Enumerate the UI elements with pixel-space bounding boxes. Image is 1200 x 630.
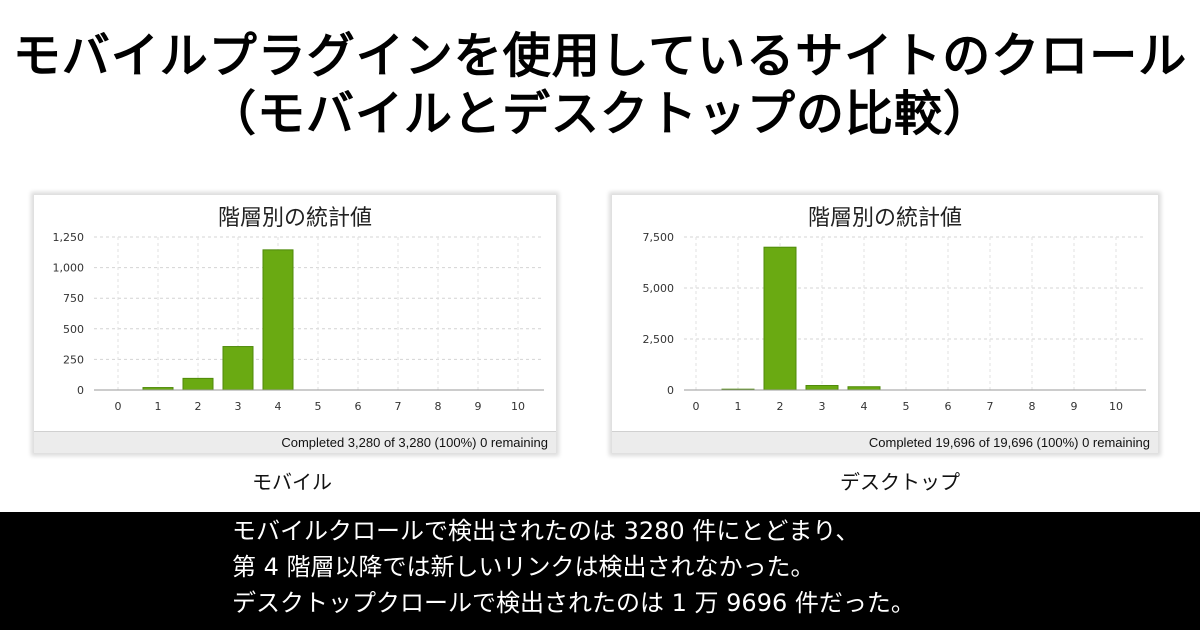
mobile-crawl-status: Completed 3,280 of 3,280 (100%) 0 remain… [34, 431, 556, 453]
x-tick-label: 8 [1029, 400, 1036, 413]
summary-line-3: デスクトップクロールで検出されたのは 1 万 9696 件だった。 [232, 589, 915, 617]
bar-depth-2 [763, 246, 797, 391]
x-tick-label: 7 [395, 400, 402, 413]
x-tick-label: 0 [693, 400, 700, 413]
bar-depth-2 [182, 377, 214, 391]
x-tick-label: 4 [275, 400, 282, 413]
summary-line-2: 第 4 階層以降では新しいリンクは検出されなかった。 [232, 553, 815, 581]
y-tick-label: 500 [63, 323, 84, 336]
x-tick-label: 9 [1071, 400, 1078, 413]
x-tick-label: 6 [355, 400, 362, 413]
y-tick-label: 2,500 [643, 333, 675, 346]
y-tick-label: 1,250 [53, 231, 85, 244]
x-tick-label: 3 [819, 400, 826, 413]
desktop-depth-chart: 階層別の統計値 0 2,500 5,000 7,500 0 1 2 3 4 5 6 7 8 9 10 [643, 206, 1146, 413]
y-tick-label: 1,000 [53, 262, 85, 275]
x-tick-label: 1 [735, 400, 742, 413]
bar-depth-3 [805, 385, 839, 391]
y-tick-label: 0 [667, 384, 674, 397]
y-tick-label: 7,500 [643, 231, 675, 244]
x-tick-label: 10 [1109, 400, 1123, 413]
y-tick-label: 0 [77, 384, 84, 397]
mobile-caption: モバイル [252, 470, 332, 494]
bar-depth-3 [222, 346, 254, 391]
x-tick-label: 10 [511, 400, 525, 413]
summary-line-1: モバイルクロールで検出されたのは 3280 件にとどまり、 [232, 517, 860, 545]
y-tick-label: 750 [63, 292, 84, 305]
chart-title: 階層別の統計値 [218, 206, 372, 231]
summary-band: モバイルクロールで検出されたのは 3280 件にとどまり、 第 4 階層以降では… [0, 512, 1200, 630]
x-tick-label: 7 [987, 400, 994, 413]
bar-depth-4 [262, 249, 294, 391]
desktop-chart-panel: 階層別の統計値 0 2,500 5,000 7,500 0 1 2 3 4 5 6 7 8 9 10 Comp… [612, 195, 1158, 453]
x-tick-label: 6 [945, 400, 952, 413]
x-tick-label: 4 [861, 400, 868, 413]
page-title-line1: モバイルプラグインを使用しているサイトのクロール [12, 28, 1188, 84]
x-tick-label: 2 [777, 400, 784, 413]
x-tick-label: 1 [155, 400, 162, 413]
x-tick-label: 3 [235, 400, 242, 413]
x-tick-label: 5 [315, 400, 322, 413]
mobile-depth-chart: 階層別の統計値 0 250 500 750 1,000 1,250 0 1 2 3 4 5 6 7 8 9 10 [53, 206, 544, 413]
x-tick-label: 8 [435, 400, 442, 413]
y-tick-label: 5,000 [643, 282, 675, 295]
page-title-line2: （モバイルとデスクトップの比較） [207, 86, 992, 142]
desktop-crawl-status: Completed 19,696 of 19,696 (100%) 0 rema… [612, 431, 1158, 453]
y-tick-label: 250 [63, 353, 84, 366]
x-tick-label: 0 [115, 400, 122, 413]
x-tick-label: 2 [195, 400, 202, 413]
x-tick-label: 9 [475, 400, 482, 413]
desktop-caption: デスクトップ [840, 470, 960, 494]
mobile-chart-panel: 階層別の統計値 0 250 500 750 1,000 1,250 0 1 2 3 4 5 6 7 8 9 10 … [34, 195, 556, 453]
x-tick-label: 5 [903, 400, 910, 413]
chart-title: 階層別の統計値 [808, 206, 962, 231]
